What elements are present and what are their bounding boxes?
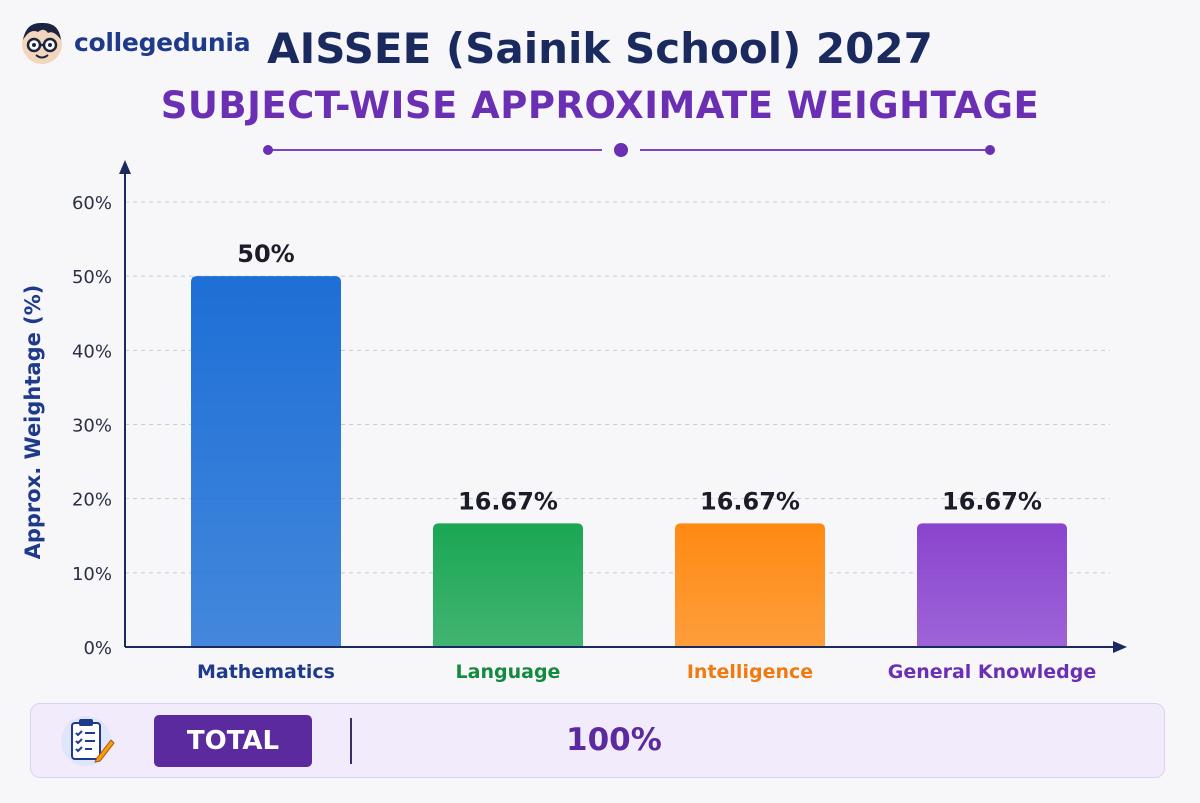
total-summary: TOTAL 100%: [30, 703, 1165, 778]
y-tick-label: 30%: [72, 416, 112, 437]
bar: [433, 523, 583, 647]
y-tick-label: 10%: [72, 564, 112, 585]
mascot-logo-icon: [22, 22, 62, 64]
y-tick-label: 60%: [72, 193, 112, 214]
category-label: Intelligence: [687, 661, 813, 683]
data-label: 50%: [237, 240, 294, 268]
data-label: 16.67%: [458, 487, 558, 515]
category-label: Mathematics: [197, 661, 335, 683]
y-tick-label: 0%: [83, 638, 112, 659]
x-axis-arrow: [1113, 641, 1127, 653]
data-label: 16.67%: [700, 487, 800, 515]
category-label: Language: [456, 661, 561, 683]
y-tick-label: 40%: [72, 341, 112, 362]
clipboard-checklist-icon: [61, 716, 115, 766]
y-tick-label: 50%: [72, 267, 112, 288]
total-value: 100%: [566, 722, 662, 758]
page-title: AISSEE (Sainik School) 2027: [267, 24, 933, 73]
y-axis-label: Approx. Weightage (%): [21, 285, 45, 560]
data-label: 16.67%: [942, 487, 1042, 515]
brand-logo: collegedunia: [18, 18, 251, 66]
y-axis-arrow: [119, 160, 131, 174]
chart-subtitle: SUBJECT-WISE APPROXIMATE WEIGHTAGE: [160, 84, 1040, 127]
y-tick-label: 20%: [72, 490, 112, 511]
total-separator: [350, 718, 352, 764]
title-divider: [263, 143, 995, 157]
category-label: General Knowledge: [888, 661, 1097, 683]
total-label: TOTAL: [154, 715, 312, 767]
bar-chart: 0% 10% 20% 30% 40% 50% 60% 50% Mathematics 16.67%…: [21, 160, 1127, 683]
bar: [191, 276, 341, 647]
brand-name: collegedunia: [74, 27, 251, 57]
bar: [675, 523, 825, 647]
bar: [917, 523, 1067, 647]
